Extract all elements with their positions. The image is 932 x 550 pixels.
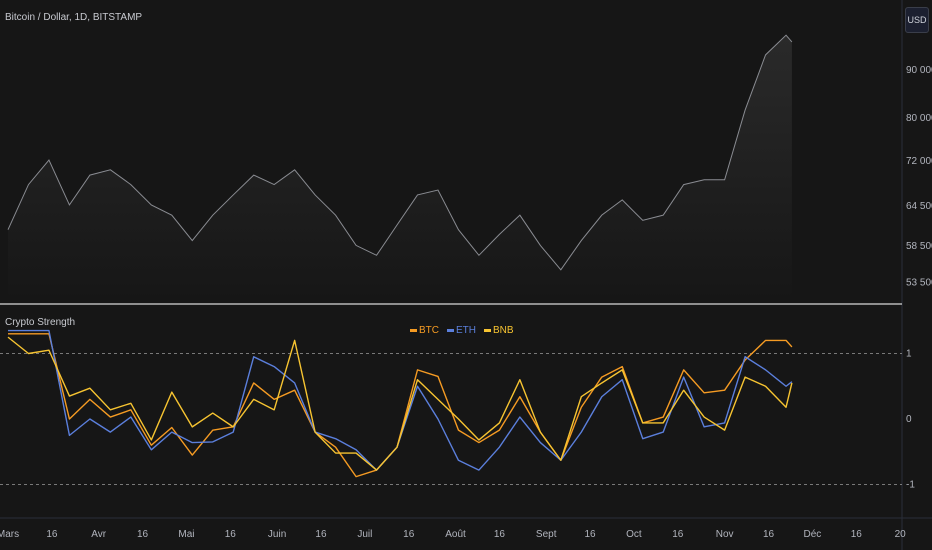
indicator-tick-label: 0: [906, 414, 912, 425]
time-tick-label: 16: [672, 529, 684, 540]
price-tick-label: 90 000: [906, 65, 932, 76]
legend-item-btc[interactable]: BTC: [410, 325, 439, 336]
time-tick-label: Oct: [626, 529, 642, 540]
series-line-btc: [8, 333, 793, 478]
indicator-title: Crypto Strength: [5, 317, 76, 328]
currency-button[interactable]: USD: [905, 7, 929, 33]
price-area: [8, 35, 792, 303]
legend-label: BTC: [419, 325, 439, 336]
legend-swatch: [447, 329, 454, 332]
legend-swatch: [410, 329, 417, 332]
time-tick-label: Juin: [268, 529, 286, 540]
time-tick-label: 16: [494, 529, 506, 540]
time-tick-label: Nov: [716, 529, 734, 540]
time-tick-label: 16: [315, 529, 327, 540]
price-tick-label: 64 500: [906, 201, 932, 212]
time-tick-label: Avr: [91, 529, 106, 540]
time-tick-label: Mars: [0, 529, 19, 540]
legend-label: BNB: [493, 325, 514, 336]
legend-item-bnb[interactable]: BNB: [484, 325, 514, 336]
indicator-tick-label: -1: [906, 480, 915, 491]
time-tick-label: Déc: [803, 529, 821, 540]
time-tick-label: 20: [895, 529, 907, 540]
time-tick-label: 16: [403, 529, 415, 540]
time-tick-label: 16: [585, 529, 597, 540]
time-tick-label: 16: [225, 529, 237, 540]
legend-item-eth[interactable]: ETH: [447, 325, 476, 336]
time-tick-label: 16: [763, 529, 775, 540]
symbol-title: Bitcoin / Dollar, 1D, BITSTAMP: [5, 12, 143, 23]
time-tick-label: 16: [851, 529, 863, 540]
legend-label: ETH: [456, 325, 476, 336]
price-tick-label: 53 500: [906, 278, 932, 289]
legend: BTC ETH BNB: [410, 325, 514, 336]
time-tick-label: 16: [137, 529, 149, 540]
series-line-bnb: [7, 336, 793, 471]
price-line: [7, 34, 793, 271]
series-line-eth: [8, 329, 793, 471]
time-tick-label: 16: [46, 529, 58, 540]
indicator-tick-label: 1: [906, 349, 912, 360]
time-tick-label: Juil: [357, 529, 372, 540]
price-tick-label: 58 500: [906, 241, 932, 252]
time-tick-label: Août: [445, 529, 466, 540]
price-tick-label: 80 000: [906, 113, 932, 124]
time-tick-label: Sept: [536, 529, 557, 540]
legend-swatch: [484, 329, 491, 332]
time-tick-label: Mai: [178, 529, 194, 540]
price-tick-label: 72 000: [906, 156, 932, 167]
